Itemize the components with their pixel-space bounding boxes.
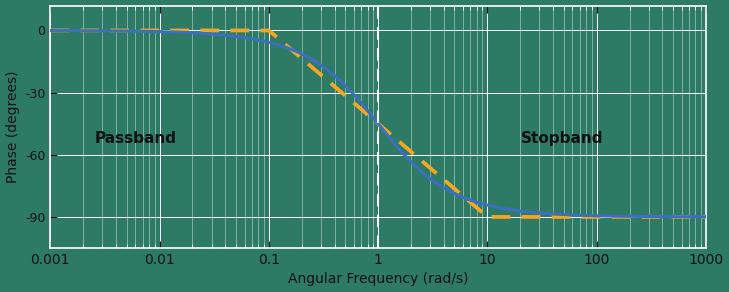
Text: Stopband: Stopband	[521, 131, 603, 146]
X-axis label: Angular Frequency (rad/s): Angular Frequency (rad/s)	[288, 272, 468, 286]
Text: Passband: Passband	[95, 131, 176, 146]
Y-axis label: Phase (degrees): Phase (degrees)	[6, 71, 20, 183]
